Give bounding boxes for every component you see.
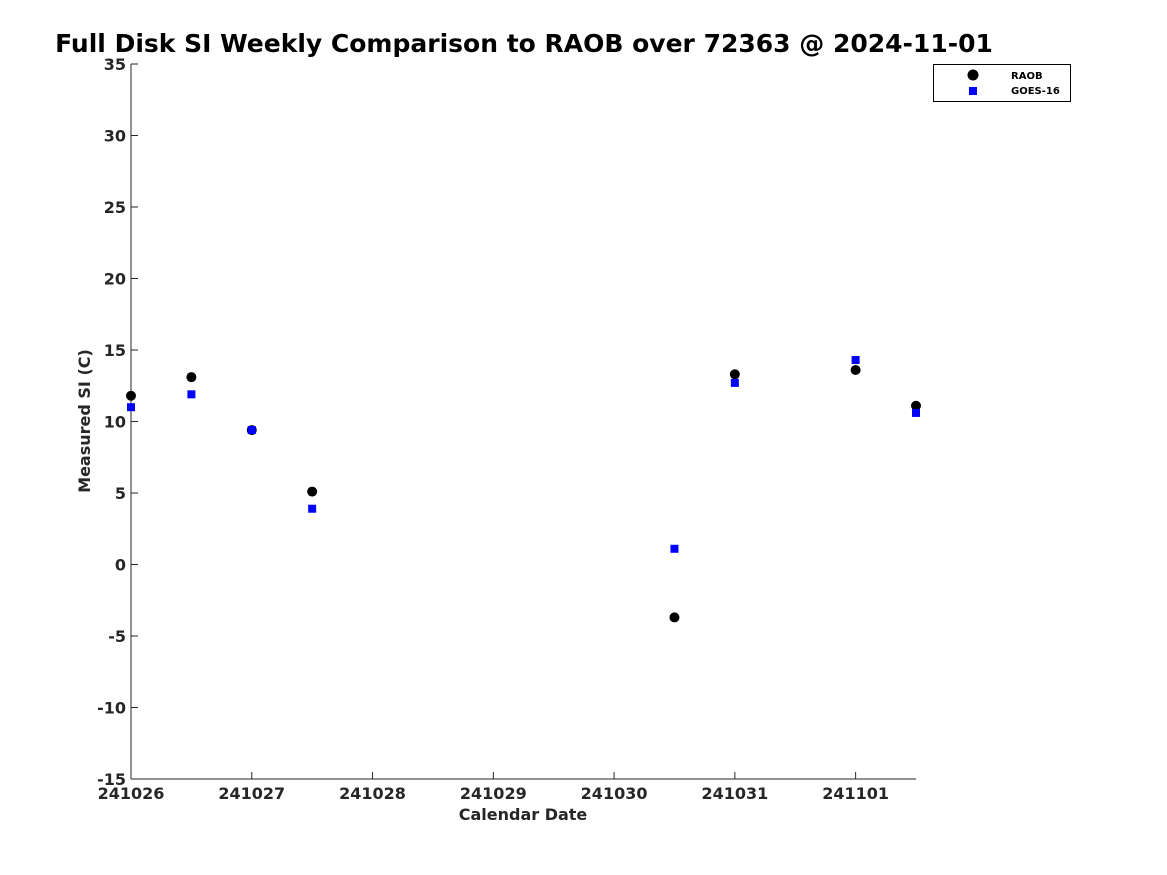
x-tick-label: 241028 [339,784,406,803]
y-tick-label: 35 [104,55,126,74]
y-axis-label: Measured SI (C) [75,349,94,493]
chart-title: Full Disk SI Weekly Comparison to RAOB o… [55,29,993,58]
raob-point [669,612,680,623]
x-tick-label: 241029 [460,784,527,803]
y-tick-label: 30 [104,127,126,146]
goes-16-point [730,378,739,387]
x-tick-label: 241027 [218,784,285,803]
y-tick-label: -15 [97,770,126,789]
goes-16-point [247,426,256,435]
goes-16-point [851,356,860,365]
legend-goes16-label: GOES-16 [1011,86,1060,97]
x-tick-label: 241026 [98,784,165,803]
y-tick-label: 0 [115,556,126,575]
goes-16-point [187,390,196,399]
y-axis-ticks: 35 30 25 20 15 10 5 0 -5 -10 -15 [97,55,138,789]
y-tick-label: 5 [115,484,126,503]
y-tick-label: 10 [104,413,126,432]
plot-points [126,356,921,623]
goes-16-point [308,504,317,513]
x-tick-label: 241030 [581,784,648,803]
goes-16-point [670,544,679,553]
y-tick-label: -10 [97,699,126,718]
legend-box [933,64,1071,102]
raob-point [911,400,921,411]
legend-raob-marker [967,69,979,81]
x-axis-label: Calendar Date [459,805,588,824]
raob-point [126,390,136,401]
raob-point [307,486,318,497]
raob-point [729,369,740,380]
x-axis-ticks: 241026 241027 241028 241029 241030 241031 2411… [98,772,889,803]
legend: RAOB GOES-16 [933,64,1071,102]
legend-raob-label: RAOB [1011,71,1043,82]
raob-point [850,365,861,376]
legend-goes16-marker [969,87,977,95]
goes-16-point [127,403,135,412]
x-tick-label: 241031 [701,784,768,803]
y-tick-label: 25 [104,198,126,217]
y-tick-label: -5 [108,627,126,646]
y-tick-label: 15 [104,341,126,360]
x-tick-label: 241101 [822,784,889,803]
goes-16-point [912,408,920,417]
y-tick-label: 20 [104,270,126,289]
raob-point [186,372,197,383]
